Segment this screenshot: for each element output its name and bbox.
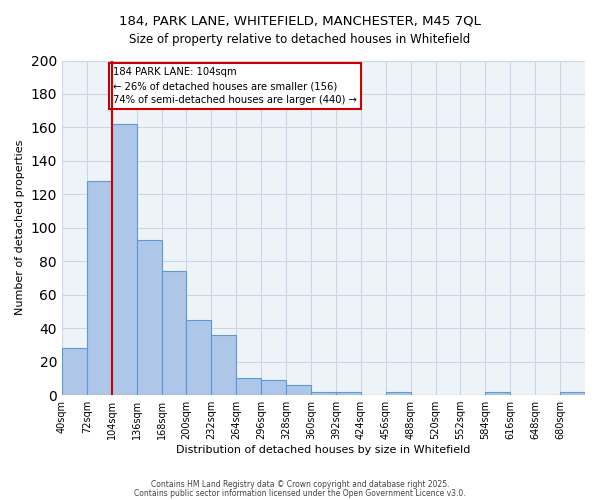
Bar — [336, 392, 361, 395]
X-axis label: Distribution of detached houses by size in Whitefield: Distribution of detached houses by size … — [176, 445, 470, 455]
Bar — [286, 385, 311, 395]
Bar — [161, 272, 187, 395]
Bar — [485, 392, 510, 395]
Text: Contains public sector information licensed under the Open Government Licence v3: Contains public sector information licen… — [134, 488, 466, 498]
Text: 184 PARK LANE: 104sqm
← 26% of detached houses are smaller (156)
74% of semi-det: 184 PARK LANE: 104sqm ← 26% of detached … — [113, 67, 357, 105]
Bar — [386, 392, 410, 395]
Text: Size of property relative to detached houses in Whitefield: Size of property relative to detached ho… — [130, 32, 470, 46]
Bar — [560, 392, 585, 395]
Bar — [187, 320, 211, 395]
Bar — [137, 240, 161, 395]
Text: 184, PARK LANE, WHITEFIELD, MANCHESTER, M45 7QL: 184, PARK LANE, WHITEFIELD, MANCHESTER, … — [119, 15, 481, 28]
Bar — [311, 392, 336, 395]
Bar — [236, 378, 261, 395]
Bar — [112, 124, 137, 395]
Y-axis label: Number of detached properties: Number of detached properties — [15, 140, 25, 316]
Text: Contains HM Land Registry data © Crown copyright and database right 2025.: Contains HM Land Registry data © Crown c… — [151, 480, 449, 489]
Bar — [261, 380, 286, 395]
Bar — [211, 335, 236, 395]
Bar — [62, 348, 87, 395]
Bar — [87, 181, 112, 395]
